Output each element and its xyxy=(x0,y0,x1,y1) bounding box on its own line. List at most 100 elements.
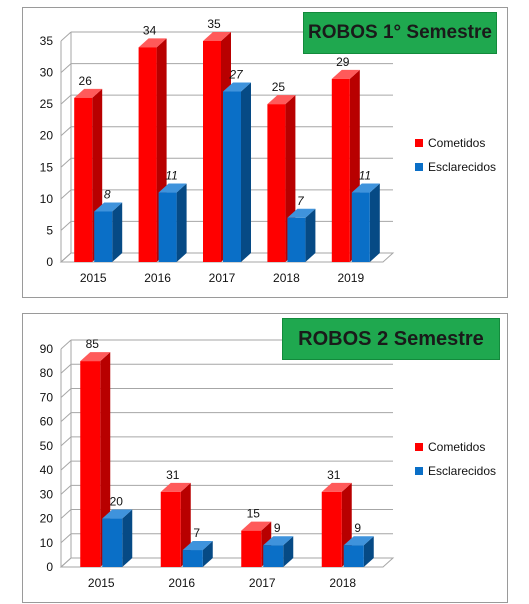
gridline-depth xyxy=(60,339,72,350)
x-tick-label-2017: 2017 xyxy=(209,271,236,285)
legend-item-esclarecidos: Esclarecidos xyxy=(415,158,496,176)
gridline-depth xyxy=(60,126,72,137)
data-label-esclarecidos-2016: 11 xyxy=(165,169,177,183)
y-tick-label: 70 xyxy=(40,390,54,404)
data-label-cometidos-2015: 85 xyxy=(86,337,100,351)
bar-cometidos-2015 xyxy=(80,352,111,567)
gridline-depth xyxy=(60,94,72,105)
bar-front xyxy=(203,41,221,262)
bar-front xyxy=(267,104,286,263)
legend-item-esclarecidos: Esclarecidos xyxy=(415,462,496,480)
legend-item-cometidos: Cometidos xyxy=(415,134,496,152)
gridline-depth xyxy=(60,388,72,398)
y-tick-label: 20 xyxy=(40,129,54,143)
data-label-esclarecidos-2017: 27 xyxy=(228,68,244,82)
bar-front xyxy=(74,97,93,262)
bar-chart-1: 0 5 10 15 20 25 30 35 26 8 2015 34 11 2016 35 27 2017 25 7… xyxy=(40,17,395,285)
bar-top xyxy=(267,95,296,105)
bar-esclarecidos-2015 xyxy=(94,202,123,262)
gridline-depth xyxy=(60,63,72,73)
bar-top xyxy=(102,509,133,519)
bar-front xyxy=(331,78,350,262)
bar-front xyxy=(80,361,101,567)
bar-top xyxy=(351,183,380,193)
x-tick-label-2017: 2017 xyxy=(249,576,276,590)
y-tick-label: 35 xyxy=(40,34,54,48)
bar-esclarecidos-2018 xyxy=(287,208,316,262)
bar-esclarecidos-2015 xyxy=(102,509,133,567)
legend-swatch-cometidos xyxy=(415,139,423,147)
chart-panel-2: 0 10 20 30 40 50 60 70 80 90 85 20 2015 31 7 2016 15 9 201… xyxy=(22,313,508,603)
bar-top xyxy=(203,32,231,41)
data-label-cometidos-2016: 34 xyxy=(143,23,157,37)
bar-side xyxy=(202,541,213,567)
bar-front xyxy=(182,550,203,567)
y-tick-label: 30 xyxy=(40,487,54,501)
chart-panel-1: 0 5 10 15 20 25 30 35 26 8 2015 34 11 2016 35 27 2017 25 7… xyxy=(22,7,508,298)
legend-swatch-cometidos xyxy=(415,443,423,451)
bar-top xyxy=(331,69,360,79)
legend-label-cometidos: Cometidos xyxy=(428,440,486,454)
bar-side xyxy=(305,208,316,262)
bar-esclarecidos-2018 xyxy=(343,536,374,567)
bar-side xyxy=(363,536,374,567)
bar-top xyxy=(158,183,187,193)
y-tick-label: 60 xyxy=(40,415,54,429)
bar-side xyxy=(100,352,111,567)
legend-label-cometidos: Cometidos xyxy=(428,136,486,150)
bar-top xyxy=(223,82,251,92)
legend-swatch-esclarecidos xyxy=(415,467,423,475)
gridline-depth xyxy=(60,412,72,423)
y-tick-label: 10 xyxy=(40,536,54,550)
bar-front xyxy=(321,491,342,567)
bar-esclarecidos-2016 xyxy=(158,183,187,262)
x-tick-label-2016: 2016 xyxy=(144,271,171,285)
gridline-depth xyxy=(60,484,72,495)
y-tick-label: 40 xyxy=(40,463,54,477)
gridline-depth xyxy=(60,157,72,168)
x-tick-label-2019: 2019 xyxy=(337,271,364,285)
legend-swatch-esclarecidos xyxy=(415,163,423,171)
y-tick-label: 10 xyxy=(40,192,54,206)
bar-front xyxy=(263,545,284,567)
bar-top xyxy=(160,482,191,492)
data-label-cometidos-2019: 29 xyxy=(336,55,350,69)
gridline-depth xyxy=(60,363,72,374)
gridline-depth xyxy=(60,189,72,200)
bar-esclarecidos-2019 xyxy=(351,183,380,262)
gridline-depth xyxy=(60,31,72,42)
x-tick-label-2015: 2015 xyxy=(80,271,107,285)
bar-front xyxy=(223,91,241,262)
legend-item-cometidos: Cometidos xyxy=(415,438,496,456)
data-label-cometidos-2018: 31 xyxy=(327,468,341,482)
data-label-esclarecidos-2015: 20 xyxy=(110,495,124,509)
x-tick-label-2018: 2018 xyxy=(273,271,300,285)
bar-top xyxy=(263,536,294,546)
legend-label-esclarecidos: Esclarecidos xyxy=(428,464,497,478)
data-label-cometidos-2018: 25 xyxy=(272,80,286,94)
bar-front xyxy=(287,217,306,262)
y-tick-label: 0 xyxy=(46,560,53,574)
bar-top xyxy=(287,208,316,218)
y-tick-label: 15 xyxy=(40,160,54,174)
x-tick-label-2016: 2016 xyxy=(168,576,195,590)
bar-front xyxy=(94,211,113,262)
bar-side xyxy=(283,536,294,567)
x-tick-label-2015: 2015 xyxy=(88,576,115,590)
bar-top xyxy=(241,521,272,531)
bar-top xyxy=(182,541,213,551)
data-label-esclarecidos-2018: 7 xyxy=(297,194,305,208)
bar-side xyxy=(112,202,123,262)
bar-top xyxy=(94,202,123,212)
data-label-cometidos-2016: 31 xyxy=(166,468,180,482)
gridline-depth xyxy=(60,509,72,519)
bar-side xyxy=(176,183,187,262)
bar-top xyxy=(80,352,111,362)
bar-side xyxy=(369,183,380,262)
bar-top xyxy=(343,536,374,546)
y-tick-label: 90 xyxy=(40,342,54,356)
bar-side xyxy=(122,509,133,567)
bar-top xyxy=(138,38,167,48)
data-label-esclarecidos-2017: 9 xyxy=(274,521,281,535)
bar-side xyxy=(241,82,251,262)
